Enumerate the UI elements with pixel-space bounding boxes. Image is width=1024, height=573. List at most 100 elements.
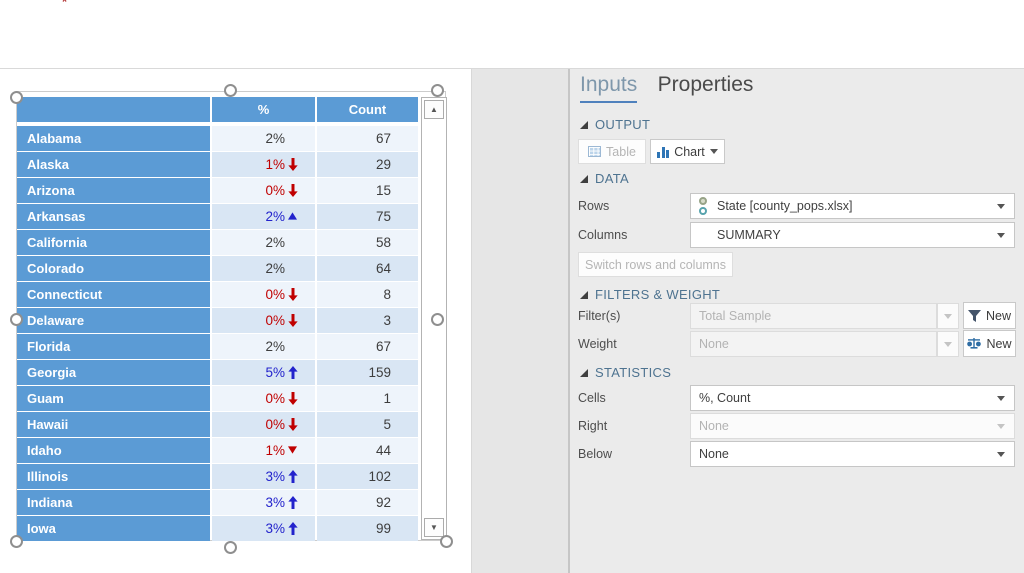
percent-value: 2% <box>265 130 285 146</box>
significance-arrow-slot <box>285 131 302 145</box>
table-row[interactable]: Indiana 3% 92 <box>17 490 418 515</box>
filters-dropdown-arrow <box>937 303 959 329</box>
count-cell: 8 <box>317 282 418 307</box>
count-cell: 29 <box>317 152 418 177</box>
selection-handle-mid-right[interactable] <box>431 313 444 326</box>
percent-value: 0% <box>265 286 285 302</box>
table-row[interactable]: Illinois 3% 102 <box>17 464 418 489</box>
percent-cell: 3% <box>212 464 315 489</box>
table-body: Alabama 2% 67 Alaska 1% 29 Arizona 0% 15… <box>17 126 418 541</box>
funnel-icon <box>967 309 981 322</box>
new-filter-button[interactable]: New <box>963 302 1016 329</box>
columns-dropdown[interactable]: SUMMARY <box>690 222 1015 248</box>
selection-handle-top-center[interactable] <box>224 84 237 97</box>
table-row[interactable]: Hawaii 0% 5 <box>17 412 418 437</box>
chevron-down-icon <box>997 395 1005 401</box>
significance-arrow-slot <box>285 235 302 249</box>
table-row[interactable]: Iowa 3% 99 <box>17 516 418 541</box>
horizontal-divider <box>0 68 1024 69</box>
selection-handle-top-right[interactable] <box>431 84 444 97</box>
panel-divider[interactable] <box>568 69 570 573</box>
significance-arrow-slot <box>285 287 302 301</box>
percent-value: 0% <box>265 390 285 406</box>
output-chart-button[interactable]: Chart <box>650 139 725 164</box>
columns-label: Columns <box>578 228 628 242</box>
table-row[interactable]: Delaware 0% 3 <box>17 308 418 333</box>
report-canvas[interactable]: % Count Alabama 2% 67 Alaska 1% 29 Arizo… <box>0 69 472 573</box>
percent-cell: 2% <box>212 256 315 281</box>
section-filters-weight[interactable]: FILTERS & WEIGHT <box>580 287 720 302</box>
new-weight-button[interactable]: New <box>963 330 1016 357</box>
significance-arrow-slot <box>285 495 302 509</box>
table-row[interactable]: Guam 0% 1 <box>17 386 418 411</box>
table-row[interactable]: Arkansas 2% 75 <box>17 204 418 229</box>
percent-cell: 0% <box>212 386 315 411</box>
percent-value: 3% <box>265 520 285 536</box>
chevron-down-icon <box>944 313 952 319</box>
percent-cell: 0% <box>212 308 315 333</box>
header-cell-percent: % <box>212 97 315 122</box>
table-row[interactable]: Colorado 2% 64 <box>17 256 418 281</box>
percent-value: 2% <box>265 260 285 276</box>
table-row[interactable]: Alabama 2% 67 <box>17 126 418 151</box>
percent-cell: 1% <box>212 438 315 463</box>
count-cell: 99 <box>317 516 418 541</box>
table-row[interactable]: Georgia 5% 159 <box>17 360 418 385</box>
inspector-tabs: Inputs Properties <box>580 73 769 103</box>
collapse-triangle-icon <box>580 291 588 299</box>
chevron-down-icon <box>997 451 1005 457</box>
table-row[interactable]: Arizona 0% 15 <box>17 178 418 203</box>
header-cell-state <box>17 97 210 122</box>
state-cell: Arkansas <box>17 204 210 229</box>
percent-cell: 2% <box>212 126 315 151</box>
table-header-row: % Count <box>17 97 418 122</box>
table-row[interactable]: California 2% 58 <box>17 230 418 255</box>
state-cell: Arizona <box>17 178 210 203</box>
scroll-down-button[interactable]: ▼ <box>424 518 444 537</box>
significance-arrow-slot <box>285 417 302 431</box>
section-data[interactable]: DATA <box>580 171 629 186</box>
selection-handle-mid-left[interactable] <box>10 313 23 326</box>
selection-handle-bottom-center[interactable] <box>224 541 237 554</box>
cells-label: Cells <box>578 391 606 405</box>
percent-cell: 0% <box>212 412 315 437</box>
percent-cell: 2% <box>212 230 315 255</box>
scroll-up-button[interactable]: ▲ <box>424 100 444 119</box>
tab-inputs[interactable]: Inputs <box>580 73 638 103</box>
state-cell: Guam <box>17 386 210 411</box>
scales-icon <box>967 337 982 349</box>
percent-cell: 2% <box>212 334 315 359</box>
output-table-button[interactable]: Table <box>578 139 646 164</box>
switch-rows-columns-button: Switch rows and columns <box>578 252 733 277</box>
count-cell: 67 <box>317 334 418 359</box>
percent-value: 0% <box>265 312 285 328</box>
percent-cell: 3% <box>212 490 315 515</box>
table-row[interactable]: Idaho 1% 44 <box>17 438 418 463</box>
selection-handle-top-left[interactable] <box>10 91 23 104</box>
count-cell: 3 <box>317 308 418 333</box>
red-asterisk-marker: * <box>62 0 68 9</box>
selection-handle-bottom-left[interactable] <box>10 535 23 548</box>
cells-dropdown[interactable]: %, Count <box>690 385 1015 411</box>
summary-table[interactable]: % Count Alabama 2% 67 Alaska 1% 29 Arizo… <box>17 97 418 542</box>
section-output[interactable]: OUTPUT <box>580 117 650 132</box>
rows-dropdown[interactable]: State [county_pops.xlsx] <box>690 193 1015 219</box>
selection-handle-bottom-right[interactable] <box>440 535 453 548</box>
filters-label: Filter(s) <box>578 309 621 323</box>
table-row[interactable]: Florida 2% 67 <box>17 334 418 359</box>
tab-properties[interactable]: Properties <box>657 73 754 96</box>
count-cell: 92 <box>317 490 418 515</box>
significance-arrow-slot <box>285 157 302 171</box>
count-cell: 1 <box>317 386 418 411</box>
table-row[interactable]: Connecticut 0% 8 <box>17 282 418 307</box>
count-cell: 67 <box>317 126 418 151</box>
count-cell: 75 <box>317 204 418 229</box>
state-cell: Florida <box>17 334 210 359</box>
state-cell: Indiana <box>17 490 210 515</box>
table-row[interactable]: Alaska 1% 29 <box>17 152 418 177</box>
below-dropdown[interactable]: None <box>690 441 1015 467</box>
section-statistics[interactable]: STATISTICS <box>580 365 671 380</box>
chevron-down-icon <box>709 149 718 154</box>
percent-cell: 0% <box>212 178 315 203</box>
percent-value: 1% <box>265 156 285 172</box>
